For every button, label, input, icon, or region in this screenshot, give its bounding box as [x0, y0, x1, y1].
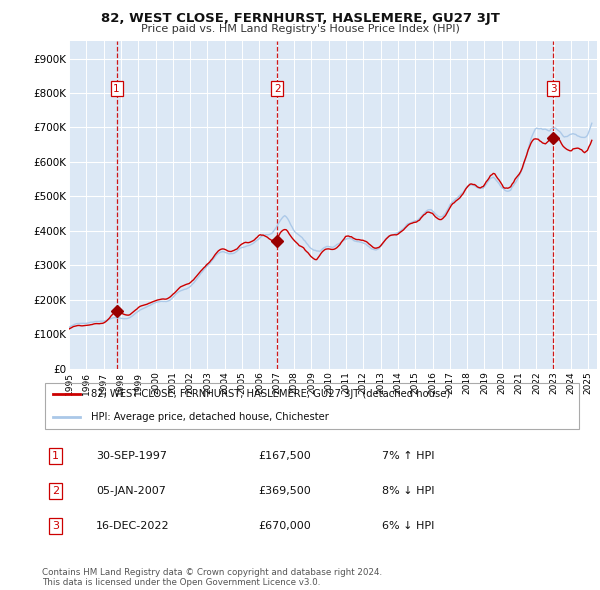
Text: 2: 2	[52, 486, 59, 496]
Text: 3: 3	[52, 521, 59, 531]
Text: 82, WEST CLOSE, FERNHURST, HASLEMERE, GU27 3JT: 82, WEST CLOSE, FERNHURST, HASLEMERE, GU…	[101, 12, 499, 25]
Text: 16-DEC-2022: 16-DEC-2022	[96, 521, 170, 531]
Text: 8% ↓ HPI: 8% ↓ HPI	[382, 486, 434, 496]
Text: £167,500: £167,500	[258, 451, 311, 461]
Text: 30-SEP-1997: 30-SEP-1997	[96, 451, 167, 461]
Text: 2: 2	[274, 84, 280, 94]
Text: 82, WEST CLOSE, FERNHURST, HASLEMERE, GU27 3JT (detached house): 82, WEST CLOSE, FERNHURST, HASLEMERE, GU…	[91, 389, 450, 399]
Text: 3: 3	[550, 84, 556, 94]
Text: 6% ↓ HPI: 6% ↓ HPI	[382, 521, 434, 531]
Text: 1: 1	[113, 84, 120, 94]
Text: 1: 1	[52, 451, 59, 461]
Text: £670,000: £670,000	[258, 521, 311, 531]
Text: 05-JAN-2007: 05-JAN-2007	[96, 486, 166, 496]
Text: Contains HM Land Registry data © Crown copyright and database right 2024.
This d: Contains HM Land Registry data © Crown c…	[42, 568, 382, 587]
Text: Price paid vs. HM Land Registry's House Price Index (HPI): Price paid vs. HM Land Registry's House …	[140, 24, 460, 34]
Text: HPI: Average price, detached house, Chichester: HPI: Average price, detached house, Chic…	[91, 412, 328, 422]
Text: £369,500: £369,500	[258, 486, 311, 496]
Text: 7% ↑ HPI: 7% ↑ HPI	[382, 451, 434, 461]
